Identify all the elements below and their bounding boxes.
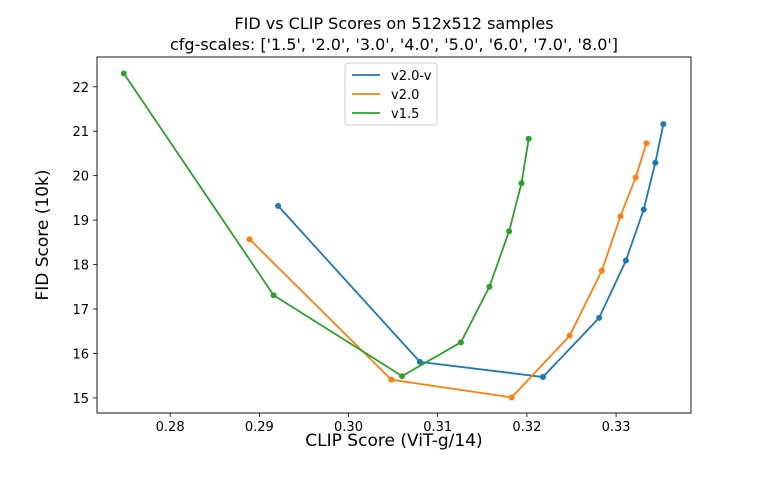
- x-axis-label: CLIP Score (ViT-g/14): [305, 431, 482, 451]
- data-point: [275, 202, 282, 209]
- data-point: [632, 174, 639, 181]
- y-tick-label: 15: [72, 392, 89, 407]
- data-point: [518, 180, 525, 187]
- x-tick-label: 0.32: [512, 420, 541, 435]
- x-tick-label: 0.29: [245, 420, 274, 435]
- series-line: [277, 123, 665, 378]
- y-tick-label: 18: [72, 259, 89, 274]
- data-point: [506, 228, 513, 235]
- x-tick-label: 0.30: [334, 420, 363, 435]
- legend-label: v1.5: [391, 107, 419, 122]
- legend-label: v2.0-v: [391, 69, 432, 84]
- data-point: [566, 332, 573, 339]
- series-v2.0-v: [275, 121, 667, 380]
- y-tick-label: 22: [72, 81, 89, 96]
- data-point: [596, 314, 603, 321]
- y-tick-label: 20: [72, 170, 89, 185]
- x-tick-label: 0.28: [156, 420, 185, 435]
- y-axis-label: FID Score (10k): [33, 169, 53, 300]
- data-point: [640, 206, 647, 213]
- series-line: [248, 142, 648, 399]
- data-point: [617, 213, 624, 220]
- y-tick-label: 17: [72, 303, 89, 318]
- data-point: [622, 257, 629, 264]
- x-tick-label: 0.31: [423, 420, 452, 435]
- data-point: [399, 373, 406, 380]
- data-point: [486, 283, 493, 290]
- legend-box: [344, 62, 438, 126]
- y-tick-label: 19: [72, 214, 89, 229]
- data-point: [416, 358, 423, 365]
- data-point: [525, 135, 532, 142]
- data-point: [270, 292, 277, 299]
- chart-title: FID vs CLIP Scores on 512x512 samples: [234, 14, 553, 33]
- data-point: [457, 339, 464, 346]
- data-point: [120, 70, 127, 77]
- series-line: [123, 72, 530, 378]
- x-tick-label: 0.33: [602, 420, 631, 435]
- legend: v2.0-v v2.0 v1.5: [344, 62, 438, 126]
- data-point: [388, 376, 395, 383]
- data-point: [660, 121, 667, 128]
- series-v2.0: [246, 140, 650, 401]
- y-tick-label: 21: [72, 125, 89, 140]
- plot-frame: [96, 56, 692, 414]
- y-tick-label: 16: [72, 347, 89, 362]
- data-point: [652, 159, 659, 166]
- data-point: [539, 374, 546, 380]
- chart-subtitle: cfg-scales: ['1.5', '2.0', '3.0', '4.0',…: [170, 35, 618, 54]
- series-v1.5: [120, 70, 532, 380]
- data-point: [643, 140, 650, 147]
- data-point: [508, 394, 515, 401]
- data-point: [246, 236, 253, 243]
- legend-label: v2.0: [391, 88, 419, 103]
- data-point: [598, 267, 605, 274]
